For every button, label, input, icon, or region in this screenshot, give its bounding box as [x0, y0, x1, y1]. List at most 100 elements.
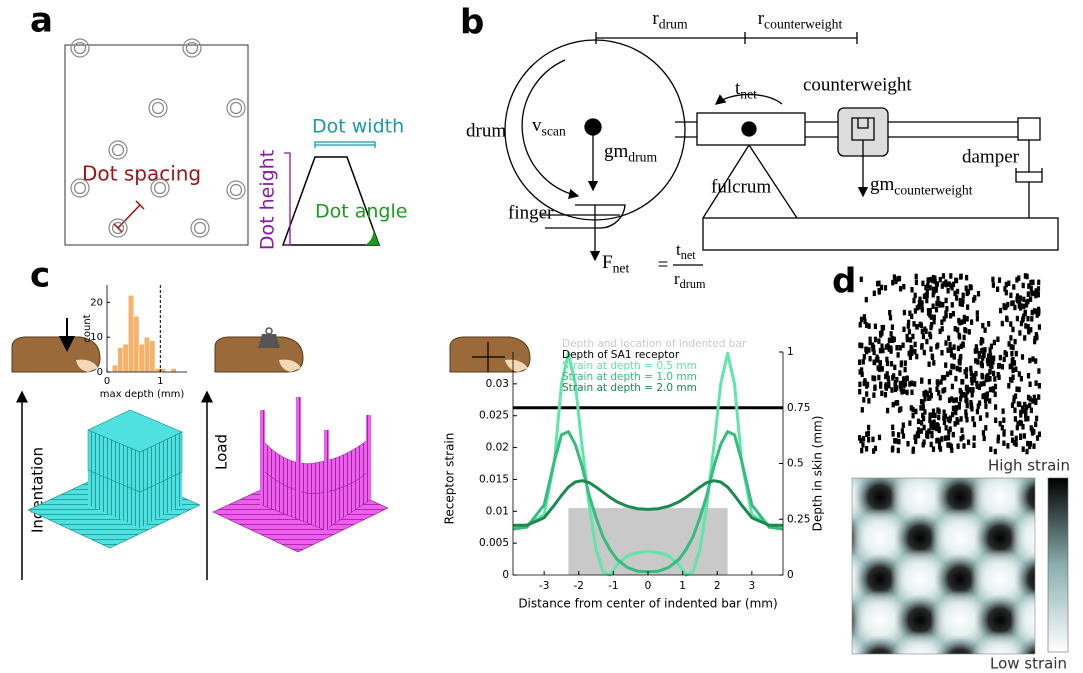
dash: [908, 351, 911, 357]
dash: [923, 327, 926, 333]
dash: [959, 356, 962, 362]
dash: [914, 342, 917, 348]
load-spike: [260, 410, 265, 505]
dash: [881, 348, 884, 354]
dash: [897, 448, 900, 454]
dash: [908, 420, 911, 426]
dot: [113, 145, 124, 156]
dash: [941, 283, 944, 289]
dash: [952, 406, 955, 412]
dash: [972, 443, 975, 449]
dash: [891, 324, 894, 330]
dash: [1005, 304, 1008, 310]
dash: [1034, 422, 1037, 428]
dash: [899, 345, 902, 351]
y2-tick-label: 1: [787, 346, 794, 358]
dash: [965, 275, 968, 281]
legend-entry: Strain at depth = 2.0 mm: [562, 382, 697, 394]
dash: [952, 432, 955, 438]
dash: [989, 387, 992, 393]
label: tnet: [676, 240, 696, 262]
dash: [932, 360, 935, 366]
dash: [862, 397, 865, 403]
label-sub: net: [681, 248, 697, 262]
dash: [886, 408, 889, 414]
dash: [1025, 449, 1028, 455]
dash: [950, 447, 953, 453]
high-strain-label: High strain: [988, 457, 1070, 475]
dash: [865, 446, 868, 452]
dash: [996, 287, 999, 293]
dash: [1023, 433, 1026, 439]
dash: [860, 367, 863, 373]
dash: [946, 371, 949, 377]
dash: [935, 301, 938, 307]
dash: [1013, 395, 1016, 401]
dash: [935, 287, 938, 293]
dash: [865, 383, 868, 389]
y-tick-label: 0.025: [479, 410, 509, 422]
strain-high: [774, 553, 826, 605]
dash: [933, 319, 936, 325]
label-base: gm: [604, 141, 629, 162]
dash: [1022, 408, 1025, 414]
dash: [880, 330, 883, 336]
load-spike: [366, 415, 371, 500]
dot: [149, 99, 167, 117]
dash: [956, 289, 959, 295]
dash: [968, 329, 971, 335]
dash: [1037, 368, 1040, 374]
dash: [888, 310, 891, 316]
label-sub: drum: [659, 17, 688, 32]
dash: [935, 386, 938, 392]
x-axis-label: max depth (mm): [100, 389, 185, 400]
dash: [985, 392, 988, 398]
dash: [892, 431, 895, 437]
dash: [912, 447, 915, 453]
dash: [901, 428, 904, 434]
dot-array-frame: [65, 45, 248, 245]
dash: [1031, 430, 1034, 436]
weight-icon: [258, 334, 280, 348]
dash: [897, 432, 900, 438]
dash: [1007, 383, 1010, 389]
dash: [999, 355, 1002, 361]
dash: [947, 336, 950, 342]
dash: [929, 325, 932, 331]
dash: [981, 394, 984, 400]
hist-bar: [155, 369, 160, 372]
dash: [1018, 402, 1021, 408]
dash: [884, 384, 887, 390]
dash: [992, 371, 995, 377]
label: Fnet: [602, 252, 629, 275]
dash: [990, 344, 993, 350]
dash: [998, 375, 1001, 381]
load-spike: [296, 397, 301, 517]
dash: [874, 324, 877, 330]
dash: [916, 305, 919, 311]
dash: [925, 339, 928, 345]
dash: [989, 447, 992, 453]
dash: [1027, 395, 1030, 401]
dash: [947, 288, 950, 294]
dash: [943, 420, 946, 426]
dash: [950, 283, 953, 289]
dash: [942, 273, 945, 279]
dash: [889, 315, 892, 321]
dash: [929, 285, 932, 291]
dash: [867, 437, 870, 443]
dash: [927, 428, 930, 434]
dash: [891, 447, 894, 453]
dash: [888, 346, 891, 352]
label-sub: drum: [628, 150, 657, 165]
dash: [912, 321, 915, 327]
dash: [1014, 367, 1017, 373]
dash: [871, 375, 874, 381]
dash: [974, 358, 977, 364]
dash: [936, 379, 939, 385]
weight-ring: [266, 328, 272, 334]
dash: [860, 277, 863, 283]
y-axis-label: count: [82, 314, 93, 342]
dash: [861, 442, 864, 448]
dash: [934, 279, 937, 285]
